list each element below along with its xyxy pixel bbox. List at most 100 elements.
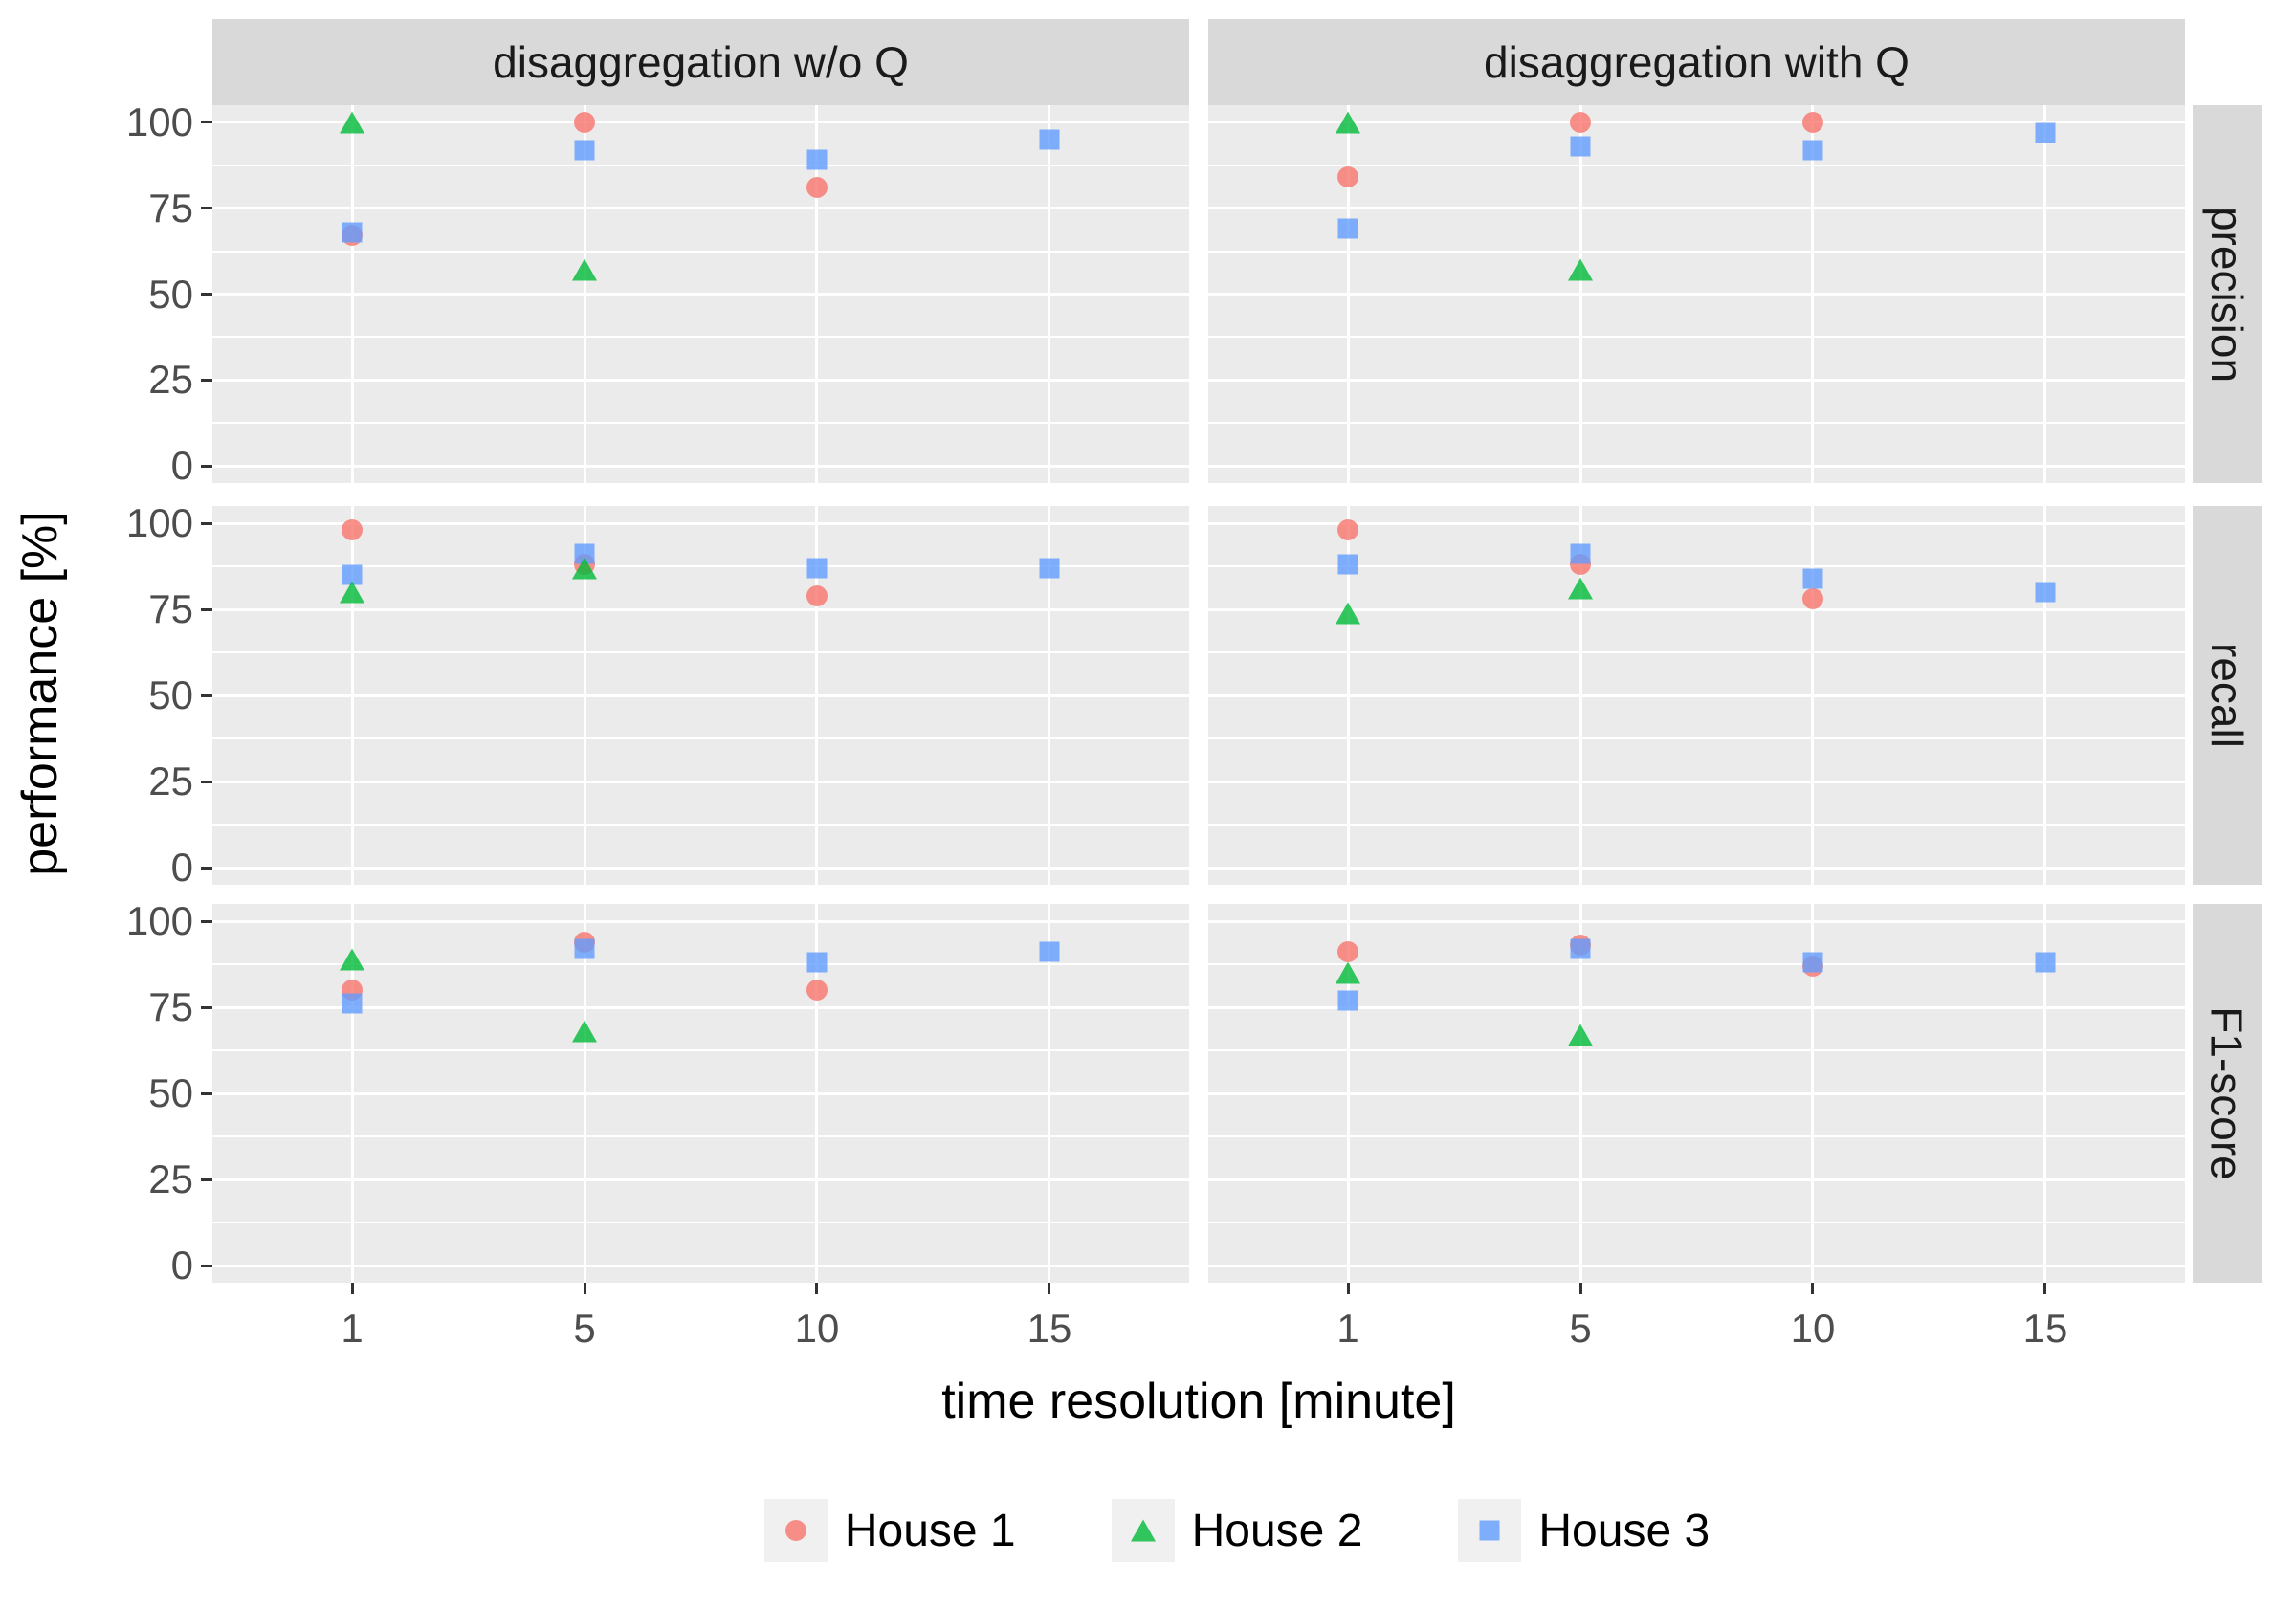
data-point-square — [342, 993, 363, 1014]
minor-gridline — [1208, 824, 2185, 826]
facet-row-strip: F1-score — [2193, 904, 2262, 1283]
y-axis-tick — [201, 1091, 212, 1095]
major-gridline — [583, 506, 586, 885]
data-point-circle — [1337, 941, 1358, 963]
data-point-square — [574, 140, 595, 161]
major-gridline — [1346, 506, 1350, 885]
minor-gridline — [1208, 164, 2185, 166]
data-point-triangle — [340, 111, 364, 134]
x-axis-tick-label: 5 — [1569, 1306, 1592, 1351]
major-gridline — [1811, 904, 1815, 1283]
y-axis-tick-label: 25 — [148, 759, 193, 804]
major-gridline — [1578, 105, 1582, 483]
y-axis-tick — [201, 780, 212, 783]
data-point-square — [1802, 140, 1823, 161]
data-point-triangle — [340, 581, 364, 604]
major-gridline — [1208, 521, 2185, 525]
major-gridline — [350, 506, 354, 885]
major-gridline — [212, 693, 1189, 697]
major-gridline — [1208, 919, 2185, 923]
house-2-triangle-icon — [1130, 1519, 1156, 1542]
x-axis-tick-label: 1 — [1336, 1306, 1359, 1351]
data-point-triangle — [1568, 1024, 1593, 1046]
data-point-square — [806, 952, 828, 973]
major-gridline — [1208, 1178, 2185, 1181]
major-gridline — [1208, 1091, 2185, 1095]
major-gridline — [1578, 904, 1582, 1283]
major-gridline — [212, 1005, 1189, 1009]
x-axis-tick — [350, 1283, 354, 1294]
major-gridline — [212, 521, 1189, 525]
major-gridline — [350, 105, 354, 483]
major-gridline — [1208, 607, 2185, 611]
data-point-circle — [806, 584, 828, 606]
house-3-square-icon — [1479, 1520, 1500, 1541]
data-point-circle — [806, 980, 828, 1001]
data-point-square — [1039, 558, 1060, 579]
data-point-triangle — [1336, 602, 1360, 625]
data-point-square — [2035, 582, 2056, 603]
y-axis-tick — [201, 378, 212, 382]
data-point-square — [1039, 941, 1060, 962]
major-gridline — [815, 904, 819, 1283]
major-gridline — [212, 780, 1189, 783]
y-axis-tick — [201, 866, 212, 870]
data-point-triangle — [1568, 258, 1593, 281]
data-point-triangle — [1568, 577, 1593, 600]
y-axis-tick — [201, 207, 212, 210]
major-gridline — [2043, 506, 2047, 885]
minor-gridline — [212, 250, 1189, 253]
legend-label: House 1 — [844, 1505, 1016, 1556]
major-gridline — [1048, 904, 1051, 1283]
data-point-square — [1802, 952, 1823, 973]
legend-key — [1111, 1499, 1175, 1562]
data-point-triangle — [572, 258, 597, 281]
house-1-circle-icon — [784, 1520, 806, 1541]
x-axis-tick — [1811, 1283, 1815, 1294]
data-point-square — [1802, 568, 1823, 589]
data-point-square — [806, 558, 828, 579]
data-point-triangle — [1336, 111, 1360, 134]
facet-panel — [212, 506, 1189, 885]
y-axis-tick — [201, 293, 212, 296]
data-point-circle — [1337, 519, 1358, 541]
major-gridline — [1208, 464, 2185, 468]
x-axis-tick-label: 1 — [341, 1306, 364, 1351]
major-gridline — [350, 904, 354, 1283]
facet-column-strip-label: disaggregation with Q — [1484, 37, 1910, 87]
minor-gridline — [1208, 651, 2185, 653]
minor-gridline — [1208, 1135, 2185, 1137]
minor-gridline — [212, 1049, 1189, 1051]
y-axis-tick-label: 50 — [148, 1070, 193, 1115]
data-point-circle — [574, 111, 595, 133]
legend-item-house-1: House 1 — [763, 1499, 1016, 1562]
facet-row-strip-label: recall — [2202, 643, 2252, 748]
data-point-circle — [1801, 588, 1823, 610]
facet-panel — [1208, 904, 2185, 1283]
legend-item-house-3: House 3 — [1458, 1499, 1710, 1562]
x-axis-tick — [583, 1283, 586, 1294]
data-point-square — [342, 222, 363, 243]
y-axis-tick — [201, 121, 212, 124]
data-point-circle — [1337, 166, 1358, 188]
data-point-circle — [1801, 111, 1823, 133]
x-axis-tick — [815, 1283, 819, 1294]
facet-row-strip: precision — [2193, 105, 2262, 483]
data-point-square — [1337, 218, 1358, 239]
y-axis-tick-label: 100 — [125, 500, 193, 545]
y-axis-tick-label: 0 — [170, 443, 193, 489]
major-gridline — [1811, 506, 1815, 885]
data-point-triangle — [572, 557, 597, 580]
minor-gridline — [1208, 963, 2185, 965]
data-point-square — [1039, 129, 1060, 150]
y-axis-title: performance [%] — [12, 511, 68, 876]
major-gridline — [583, 105, 586, 483]
major-gridline — [1048, 506, 1051, 885]
major-gridline — [1208, 121, 2185, 124]
major-gridline — [2043, 904, 2047, 1283]
major-gridline — [1811, 105, 1815, 483]
minor-gridline — [212, 1222, 1189, 1223]
legend-label: House 2 — [1191, 1505, 1363, 1556]
x-axis-tick-label: 5 — [573, 1306, 596, 1351]
major-gridline — [1208, 1005, 2185, 1009]
